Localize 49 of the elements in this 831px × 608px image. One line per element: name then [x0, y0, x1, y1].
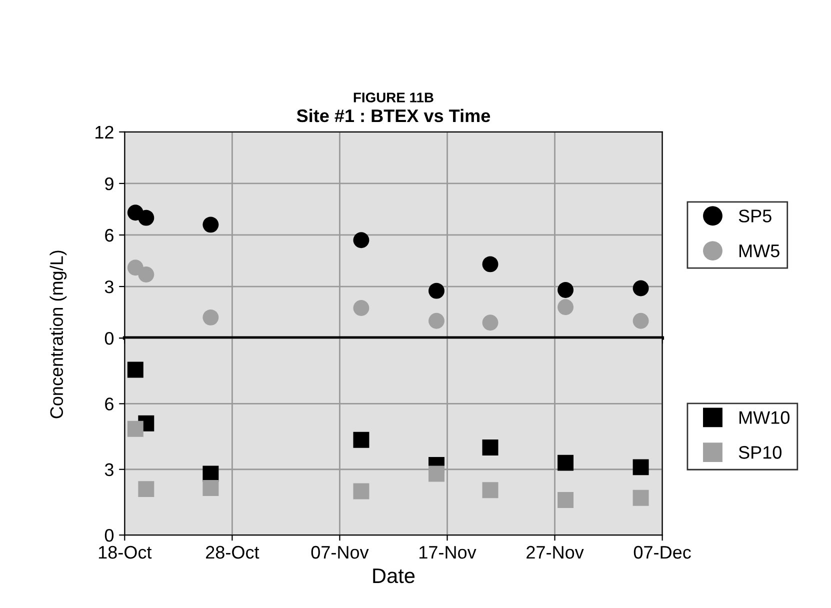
x-tick-label: 17-Nov — [420, 546, 476, 559]
point — [632, 280, 649, 296]
point — [428, 466, 444, 482]
y-tick-label: 0 — [104, 528, 114, 542]
legend-label: MW5 — [740, 244, 780, 258]
point — [558, 299, 574, 316]
point — [127, 362, 144, 378]
point — [353, 483, 370, 500]
point — [202, 309, 219, 326]
point — [127, 420, 144, 437]
y-tick-label: 6 — [105, 228, 114, 242]
point — [428, 312, 444, 329]
point — [353, 300, 370, 316]
x-tick-label: 18-Oct — [98, 546, 152, 559]
point — [632, 459, 649, 476]
point — [138, 266, 154, 282]
text: SP10 — [738, 446, 782, 459]
point — [632, 490, 649, 506]
x-axis-title: Date — [373, 568, 415, 584]
chart-title: FIGURE 11B — [354, 92, 434, 102]
x-tick-label: 07-Nov — [311, 546, 369, 559]
x-tick-label: 28-Oct — [206, 546, 260, 559]
text: MW10 — [740, 411, 790, 424]
point — [202, 480, 219, 496]
point — [138, 210, 154, 226]
x-tick-label: 07-Dec — [634, 546, 691, 559]
point — [482, 440, 498, 456]
y-tick-label: 6 — [105, 398, 114, 410]
y-tick-label: 9 — [105, 177, 114, 190]
y-axis-title: Concentration (mg/L) — [50, 250, 67, 418]
point — [558, 492, 574, 508]
x-tick-label: 27-Nov — [526, 546, 584, 559]
point — [482, 482, 498, 498]
y-tick-label: 12 — [96, 126, 114, 138]
y-tick-label: 3 — [104, 463, 114, 476]
point — [202, 216, 219, 233]
point — [632, 312, 649, 329]
chart-subtitle: Site #1 : BTEX vs Time — [296, 108, 490, 122]
point — [353, 432, 370, 448]
point — [558, 282, 574, 298]
y-tick-label: 3 — [104, 280, 114, 294]
point — [138, 481, 154, 498]
point — [428, 282, 444, 299]
y-tick-label: 0 — [104, 332, 114, 345]
point — [353, 232, 370, 248]
point — [558, 454, 574, 471]
point — [482, 314, 498, 331]
legend-label: SP5 — [738, 210, 772, 222]
point — [482, 256, 498, 272]
